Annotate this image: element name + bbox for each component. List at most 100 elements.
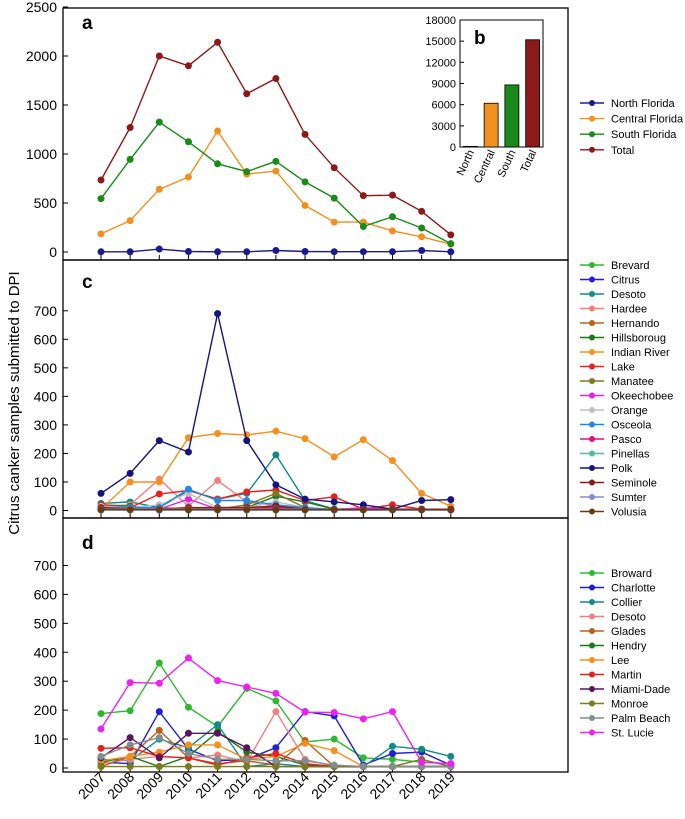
legend-marker — [589, 628, 595, 634]
legend-label: Martin — [611, 670, 642, 682]
y-tick-label: 600 — [34, 586, 58, 602]
data-point — [184, 729, 192, 737]
data-point — [301, 435, 309, 443]
data-point — [418, 758, 426, 766]
data-point — [447, 240, 455, 248]
data-point — [155, 185, 163, 193]
data-point — [359, 248, 367, 256]
y-tick-label: 500 — [34, 195, 58, 211]
data-point — [447, 248, 455, 256]
data-point — [126, 679, 134, 687]
data-point — [184, 506, 192, 514]
legend-marker — [589, 349, 595, 355]
data-point — [272, 763, 280, 771]
data-point — [97, 506, 105, 514]
y-tick-label: 700 — [34, 303, 58, 319]
legend-label: Brevard — [611, 260, 650, 272]
data-point — [126, 506, 134, 514]
category-label: Total — [519, 148, 540, 174]
data-point — [126, 217, 134, 225]
data-point — [97, 725, 105, 733]
legend-marker — [589, 686, 595, 692]
data-point — [272, 247, 280, 255]
data-point — [447, 231, 455, 239]
data-point — [243, 168, 251, 176]
data-point — [272, 427, 280, 435]
x-tick-label: 2010 — [162, 769, 195, 802]
data-point — [155, 437, 163, 445]
y-tick-label: 0 — [49, 503, 57, 519]
data-point — [243, 744, 251, 752]
data-point — [184, 763, 192, 771]
data-point — [359, 754, 367, 762]
data-point — [126, 707, 134, 715]
data-point — [214, 310, 222, 318]
data-point — [272, 750, 280, 758]
legend-marker — [589, 421, 595, 428]
legend-label: Polk — [611, 463, 633, 475]
y-tick-label: 500 — [34, 360, 58, 376]
bar — [525, 39, 541, 148]
data-point — [184, 703, 192, 711]
y-tick-label: 2500 — [26, 0, 57, 15]
data-point — [301, 248, 309, 256]
legend-label: Lake — [611, 362, 635, 374]
data-point — [126, 741, 134, 749]
data-point — [418, 224, 426, 232]
legend-marker — [589, 570, 595, 576]
data-point — [126, 478, 134, 486]
data-point — [389, 227, 396, 235]
y-tick-label: 200 — [34, 702, 58, 718]
data-point — [418, 207, 426, 215]
panel-d: 0 100 200 300 400 500 600 700 d Broward Charlotte C… — [34, 517, 670, 776]
data-point — [126, 469, 134, 477]
legend-label: Pinellas — [611, 449, 650, 461]
data-point — [155, 726, 163, 734]
data-point — [184, 495, 192, 503]
legend-marker — [589, 305, 595, 312]
data-point — [301, 708, 309, 716]
category-label: South — [496, 148, 519, 179]
data-point — [330, 164, 338, 172]
data-point — [155, 763, 163, 771]
y-tick-label: 100 — [34, 731, 58, 747]
data-point — [243, 248, 251, 256]
data-point — [359, 436, 367, 444]
data-point — [330, 708, 338, 716]
legend-marker — [589, 613, 595, 620]
data-point — [97, 248, 105, 256]
data-point — [214, 763, 222, 771]
x-axis: 2007200820092010201120122013201420152016… — [75, 769, 458, 802]
legend-marker — [589, 276, 595, 283]
data-point — [97, 710, 105, 718]
panel-c: 0 100 200 300 400 500 600 700 c Brevard Citrus Deso… — [34, 259, 673, 519]
data-point — [272, 744, 280, 752]
data-point — [418, 233, 426, 241]
data-point — [184, 62, 192, 70]
data-point — [418, 497, 426, 505]
data-point — [126, 763, 134, 771]
x-tick-label: 2013 — [250, 769, 283, 802]
data-point — [301, 201, 309, 209]
legend-marker — [589, 465, 595, 471]
data-point — [184, 138, 192, 146]
data-point — [389, 457, 396, 465]
legend-label: Lee — [611, 655, 629, 667]
data-point — [214, 741, 222, 749]
legend-marker — [589, 671, 595, 678]
legend-marker — [589, 450, 595, 457]
data-point — [418, 247, 426, 255]
legend-label: Desoto — [611, 612, 646, 624]
data-point — [214, 38, 222, 46]
data-point — [330, 218, 338, 226]
legend-marker — [589, 700, 595, 707]
data-point — [155, 245, 163, 253]
x-tick-label: 2017 — [366, 769, 399, 802]
data-point — [155, 118, 163, 126]
data-point — [155, 754, 163, 762]
data-point — [359, 192, 367, 200]
data-point — [301, 763, 309, 771]
legend-label: Hendry — [611, 641, 647, 653]
legend-marker — [589, 115, 595, 122]
